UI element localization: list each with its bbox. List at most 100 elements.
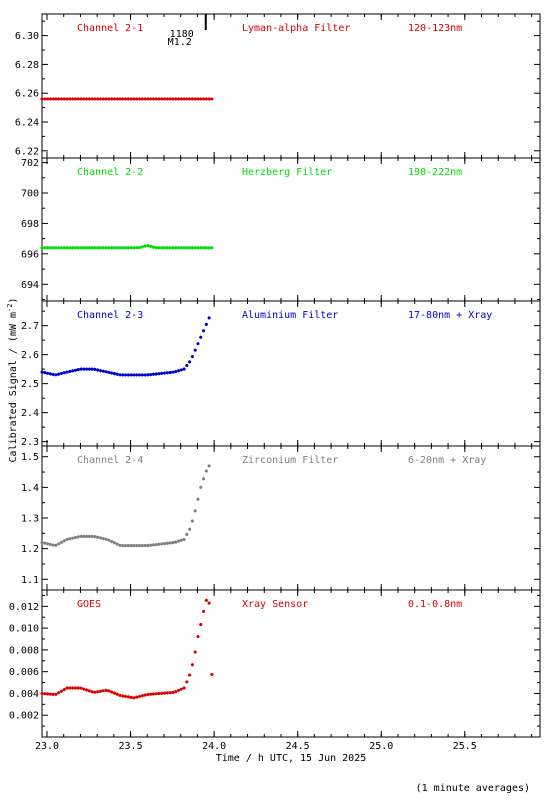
y-axis-title-superscript: -2 <box>6 304 14 312</box>
data-point <box>201 97 206 101</box>
x-tick-label: 24.5 <box>286 741 310 752</box>
data-point <box>107 689 111 693</box>
data-point <box>76 686 80 690</box>
data-point <box>110 690 114 694</box>
panel-1: 6.22 6.24 6.26 6.28 6.30 Channel 2-1 Lyman-alp… <box>15 13 541 159</box>
y-axis-title-text: Calibrated Signal / (mW m <box>8 312 19 463</box>
data-point <box>59 371 64 376</box>
data-point <box>201 609 206 614</box>
data-point <box>199 246 203 250</box>
data-point <box>65 686 69 690</box>
data-point <box>123 694 128 699</box>
data-point <box>107 370 111 375</box>
data-point <box>207 601 211 605</box>
panel-frame <box>41 157 541 302</box>
data-point <box>135 373 139 377</box>
data-point <box>54 692 58 696</box>
data-point <box>132 373 136 377</box>
panel-channel-label: Channel 2-2 <box>77 167 143 178</box>
y-tick-label: 1.3 <box>21 514 39 525</box>
data-point <box>179 97 183 101</box>
data-point <box>48 692 52 696</box>
data-point <box>51 543 55 547</box>
chart-panels: 6.22 6.24 6.26 6.28 6.30 Channel 2-1 Lyman-alp… <box>9 13 541 738</box>
y-tick-label: 1.1 <box>21 575 39 586</box>
data-point <box>174 540 178 544</box>
data-point <box>190 663 195 667</box>
data-point <box>107 97 111 101</box>
data-point <box>149 244 153 248</box>
data-point <box>126 543 130 548</box>
data-point <box>196 634 200 639</box>
data-point <box>79 97 83 101</box>
data-point <box>146 373 150 377</box>
data-point <box>54 543 58 547</box>
y-tick-label: 694 <box>21 280 39 291</box>
data-point <box>143 244 147 248</box>
data-point <box>157 246 161 250</box>
data-point <box>96 535 100 539</box>
data-point <box>101 689 105 693</box>
series-1 <box>40 97 214 101</box>
data-point <box>160 691 164 695</box>
data-point <box>118 246 122 250</box>
data-point <box>51 692 55 696</box>
data-point <box>123 246 128 250</box>
data-point <box>207 316 211 320</box>
series-4 <box>40 464 211 548</box>
data-point <box>123 97 128 101</box>
data-point <box>54 97 58 101</box>
data-point <box>45 246 50 250</box>
data-point <box>179 368 183 372</box>
data-point <box>118 693 122 697</box>
data-point <box>154 97 158 101</box>
data-point <box>129 543 133 548</box>
y-tick-label: 6.24 <box>15 118 39 129</box>
data-point <box>135 543 139 548</box>
data-point <box>168 246 172 250</box>
data-point <box>157 97 161 101</box>
data-point <box>193 509 197 513</box>
data-point <box>96 97 100 101</box>
data-point <box>82 534 86 538</box>
data-point <box>62 97 66 101</box>
data-point <box>199 97 203 101</box>
data-point <box>121 246 125 250</box>
data-point <box>207 246 211 250</box>
data-point <box>149 372 153 377</box>
data-point <box>68 246 72 250</box>
data-point <box>57 97 61 101</box>
data-point <box>43 692 47 696</box>
data-point <box>162 371 167 375</box>
data-point <box>151 543 156 547</box>
data-point <box>79 246 83 250</box>
data-point <box>154 246 158 250</box>
data-point <box>176 246 181 250</box>
panel-band-label: 6-20nm + Xray <box>408 455 486 466</box>
data-point <box>90 246 94 250</box>
data-point <box>54 246 58 250</box>
data-point <box>76 535 80 539</box>
data-point <box>68 686 72 690</box>
data-point <box>51 246 55 250</box>
data-point <box>204 246 208 250</box>
data-point <box>160 371 164 375</box>
data-point <box>71 97 75 101</box>
data-point <box>168 97 172 101</box>
data-point <box>157 372 161 376</box>
y-tick-label: 6.26 <box>15 89 39 100</box>
data-point <box>140 694 144 698</box>
data-point <box>143 373 147 377</box>
data-point <box>48 97 52 101</box>
y-tick-label: 6.22 <box>15 146 39 157</box>
data-point <box>165 97 169 101</box>
data-point <box>59 689 64 693</box>
data-point <box>151 372 156 376</box>
data-point <box>149 692 153 696</box>
data-point <box>93 97 97 101</box>
data-point <box>101 536 105 541</box>
data-point <box>40 370 44 374</box>
data-point <box>168 691 172 695</box>
data-point <box>137 694 142 699</box>
data-point <box>193 246 197 250</box>
